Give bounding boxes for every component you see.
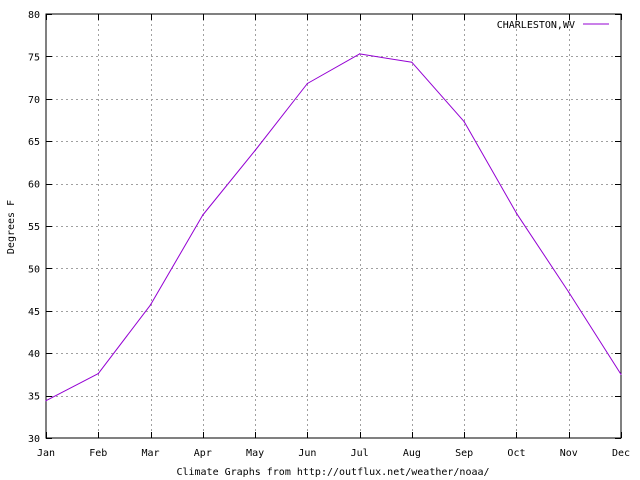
y-axis: 30 35 40 45 50 55 60 65 70 75 80 [28, 10, 621, 445]
grid [46, 14, 621, 438]
y-tick-label: 40 [28, 349, 40, 360]
x-tick-label: Dec [612, 448, 630, 459]
data-point [515, 212, 518, 214]
x-axis: Jan Feb Mar Apr May Jun Jul Aug Sep Oct Nov Dec [37, 14, 630, 459]
data-point [149, 304, 152, 306]
legend: CHARLESTON,WV [497, 20, 609, 31]
data-point [620, 373, 622, 375]
data-point [463, 121, 465, 123]
data-point [254, 149, 256, 152]
x-tick-label: Nov [560, 448, 578, 459]
series-line [45, 53, 622, 402]
y-tick-label: 45 [28, 307, 40, 318]
y-tick-label: 80 [28, 10, 40, 21]
plot-area-border [45, 13, 622, 439]
data-point [45, 400, 47, 402]
y-tick-label: 50 [28, 264, 40, 275]
x-tick-label: Feb [89, 448, 107, 459]
y-tick-label: 70 [28, 95, 40, 106]
y-tick-label: 60 [28, 180, 40, 191]
x-tick-label: Mar [142, 448, 160, 459]
data-point [97, 373, 99, 375]
x-tick-label: May [246, 448, 264, 459]
y-tick-label: 65 [28, 137, 40, 148]
data-point [359, 53, 361, 55]
data-point [202, 214, 204, 216]
x-tick-label: Sep [455, 448, 473, 459]
series [45, 53, 622, 402]
y-tick-label: 55 [28, 222, 40, 233]
x-tick-label: Oct [507, 448, 525, 459]
data-point [306, 82, 308, 85]
data-point [411, 61, 413, 63]
y-axis-label: Degrees F [6, 200, 17, 254]
x-tick-label: Apr [194, 448, 212, 459]
x-tick-label: Aug [403, 448, 421, 459]
y-tick-label: 30 [28, 434, 40, 445]
legend-label: CHARLESTON,WV [497, 20, 575, 31]
x-tick-label: Jun [298, 448, 316, 459]
y-tick-label: 75 [28, 52, 40, 63]
x-axis-label: Climate Graphs from http://outflux.net/w… [176, 467, 489, 478]
y-tick-label: 35 [28, 392, 40, 403]
x-tick-label: Jul [351, 448, 369, 459]
data-point [568, 291, 570, 293]
x-tick-label: Jan [37, 448, 55, 459]
